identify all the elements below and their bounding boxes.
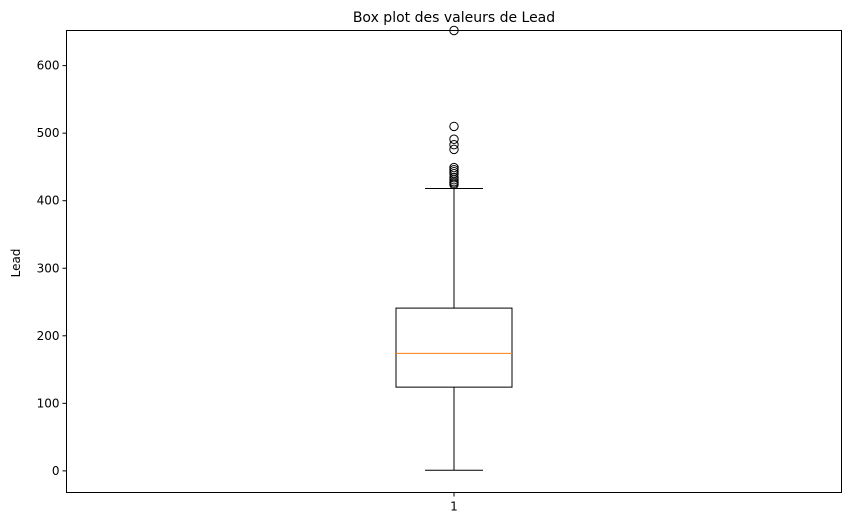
y-tick-label: 300 <box>37 261 60 275</box>
y-tick-label: 0 <box>52 464 60 478</box>
y-axis: 0 100 200 300 400 500 600 <box>37 59 67 478</box>
y-tick-label: 200 <box>37 329 60 343</box>
plot-frame <box>66 30 842 493</box>
outlier-point <box>449 139 459 150</box>
outlier-point <box>449 121 459 132</box>
box-group <box>395 25 513 471</box>
y-tick-label: 400 <box>37 194 60 208</box>
y-tick-label: 600 <box>37 59 60 73</box>
chart-title: Box plot des valeurs de Lead <box>353 10 555 26</box>
outlier-point <box>449 144 459 155</box>
x-axis: 1 <box>450 492 458 514</box>
y-tick-label: 100 <box>37 396 60 410</box>
plot-content <box>395 25 513 471</box>
y-axis-label: Lead <box>9 249 23 278</box>
outlier-point <box>449 134 459 144</box>
x-tick-label: 1 <box>450 500 458 514</box>
iqr-box <box>395 307 513 388</box>
outlier-point <box>449 162 459 173</box>
y-tick-label: 500 <box>37 126 60 140</box>
